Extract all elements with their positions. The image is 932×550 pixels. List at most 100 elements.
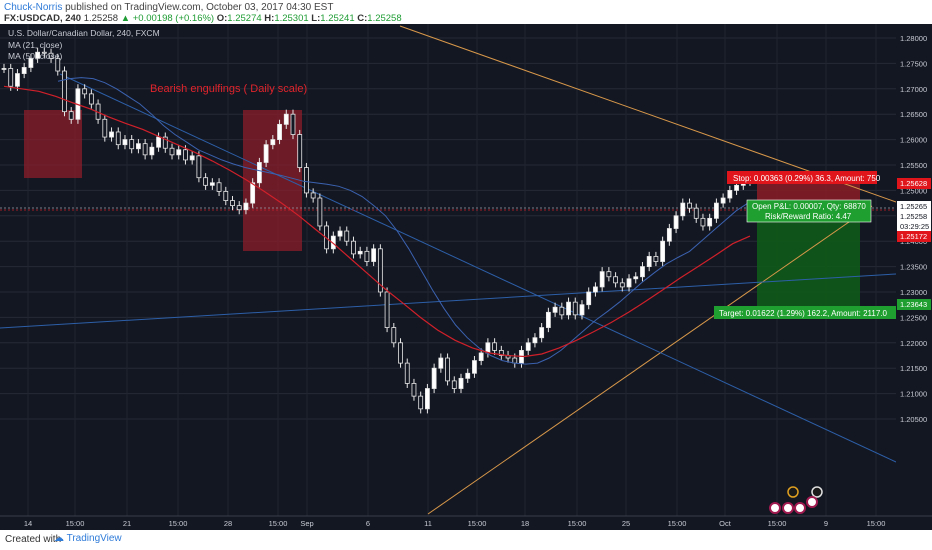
blue-resistance-line[interactable]: [59, 73, 897, 463]
price-tick-label: 1.23500: [900, 263, 927, 272]
price-candle-body: [418, 395, 424, 410]
stop-tag: [727, 171, 877, 184]
price-candle-body: [626, 278, 632, 288]
price-candle-body: [566, 301, 571, 316]
low-price-text: 1.25172: [900, 232, 927, 241]
blue-support-line[interactable]: [0, 273, 897, 329]
author-link[interactable]: Chuck-Norris: [4, 2, 63, 13]
pnl-tag: [746, 199, 872, 223]
price-candle-body: [472, 360, 477, 374]
price-candle-body: [599, 271, 605, 288]
event-icon[interactable]: [806, 496, 818, 508]
price-tick-label: 1.22500: [900, 313, 927, 322]
price-candle-body: [115, 131, 121, 146]
price-axis[interactable]: [896, 24, 932, 524]
price-candle-body: [122, 139, 128, 146]
time-tick-label: 15:00: [66, 519, 85, 528]
price-candle-body: [707, 217, 713, 227]
price-candle-body: [129, 139, 135, 150]
cloud-icon: ☁: [54, 533, 64, 544]
publish-text: published on TradingView.com, October 03…: [62, 2, 334, 13]
bearish-engulfing-annotation: Bearish engulfings ( Daily scale): [150, 83, 307, 95]
price-candle-body: [21, 67, 27, 74]
target-price-tag: [897, 299, 931, 310]
price-candle-body: [445, 357, 450, 382]
footer: Created with ☁ TradingView: [0, 530, 932, 550]
price-candle-body: [431, 367, 437, 389]
price-candle-body: [283, 113, 289, 125]
price-candle-body: [55, 57, 61, 72]
time-tick-label: 9: [824, 519, 828, 528]
time-tick-label: 21: [123, 519, 131, 528]
lower-trendline[interactable]: [427, 205, 873, 515]
price-candle-body: [216, 182, 222, 192]
price-candle-body: [525, 342, 531, 351]
price-tick-label: 1.28000: [900, 34, 927, 43]
event-icon[interactable]: [811, 486, 823, 498]
target-price-text: 1.23643: [900, 300, 927, 309]
price-candle-body: [377, 248, 383, 293]
price-tick-label: 1.25000: [900, 186, 927, 195]
price-candle-body: [1, 68, 7, 70]
price-candle-body: [68, 111, 74, 120]
price-candle-body: [189, 155, 195, 161]
price-candle-body: [586, 291, 592, 306]
price-candle-body: [344, 230, 350, 242]
price-candle-body: [337, 230, 343, 237]
price-candle-body: [371, 248, 377, 262]
price-candle-body: [62, 70, 67, 113]
price-candle-body: [176, 149, 182, 156]
price-candle-body: [411, 383, 417, 397]
price-candle-body: [438, 357, 444, 369]
legend-ma21[interactable]: MA (21, close): [8, 40, 63, 50]
event-icon[interactable]: [787, 486, 799, 498]
high-value: 1.25301: [274, 13, 309, 24]
price-candle-body: [82, 88, 88, 95]
price-candle-body: [351, 240, 356, 255]
price-candle-body: [162, 136, 168, 149]
price-tick-label: 1.25500: [900, 161, 927, 170]
last-price: 1.25258: [83, 13, 119, 24]
last-price-text: 1.25258: [900, 212, 927, 221]
price-candle-body: [169, 147, 175, 156]
low-label: L:: [311, 13, 321, 24]
price-tick-label: 1.26000: [900, 136, 927, 145]
time-tick-label: 15:00: [867, 519, 886, 528]
tradingview-logo[interactable]: ☁ TradingView: [54, 533, 122, 544]
price-candle-body: [156, 136, 161, 148]
price-candle-body: [646, 256, 652, 268]
price-candle-body: [136, 143, 141, 150]
target-zone[interactable]: [757, 208, 860, 306]
price-candle-body: [28, 57, 34, 68]
price-candle-body: [593, 286, 598, 293]
legend-ma50[interactable]: MA (50, close): [8, 51, 63, 61]
price-candle-body: [243, 202, 249, 211]
price-candle-body: [713, 202, 719, 219]
time-axis-labels: 14 15:00 21 15:00 28 15:00 Sep 6 11 15:00 18 15:00 2…: [24, 519, 886, 528]
ma50-line[interactable]: [3, 85, 751, 358]
price-candle-body: [15, 73, 20, 87]
time-tick-label: 15:00: [768, 519, 787, 528]
time-tick-label: 18: [521, 519, 529, 528]
price-candle-body: [673, 215, 679, 229]
price-candle-body: [277, 123, 282, 141]
event-icon[interactable]: [782, 502, 794, 514]
publish-line: Chuck-Norris published on TradingView.co…: [4, 2, 333, 13]
price-candle-body: [88, 93, 94, 105]
price-candle-body: [48, 52, 54, 59]
price-candle-body: [236, 205, 242, 211]
up-arrow-icon: ▲: [120, 13, 131, 24]
engulfing-zone-1[interactable]: [24, 110, 82, 178]
price-chart[interactable]: Bearish engulfings ( Daily scale) Stop: …: [0, 24, 932, 530]
time-tick-label: Oct: [719, 519, 732, 528]
open-label: O:: [216, 13, 228, 24]
target-tag: [714, 306, 896, 319]
time-tick-label: 6: [366, 519, 370, 528]
countdown-text: 03:29:25: [900, 222, 929, 231]
price-candle-body: [532, 337, 538, 344]
event-icon[interactable]: [769, 502, 781, 514]
ma21-line[interactable]: [57, 77, 749, 365]
event-icon[interactable]: [794, 502, 806, 514]
chart-area[interactable]: Bearish engulfings ( Daily scale) Stop: …: [0, 24, 932, 530]
price-candle-body: [41, 51, 47, 54]
